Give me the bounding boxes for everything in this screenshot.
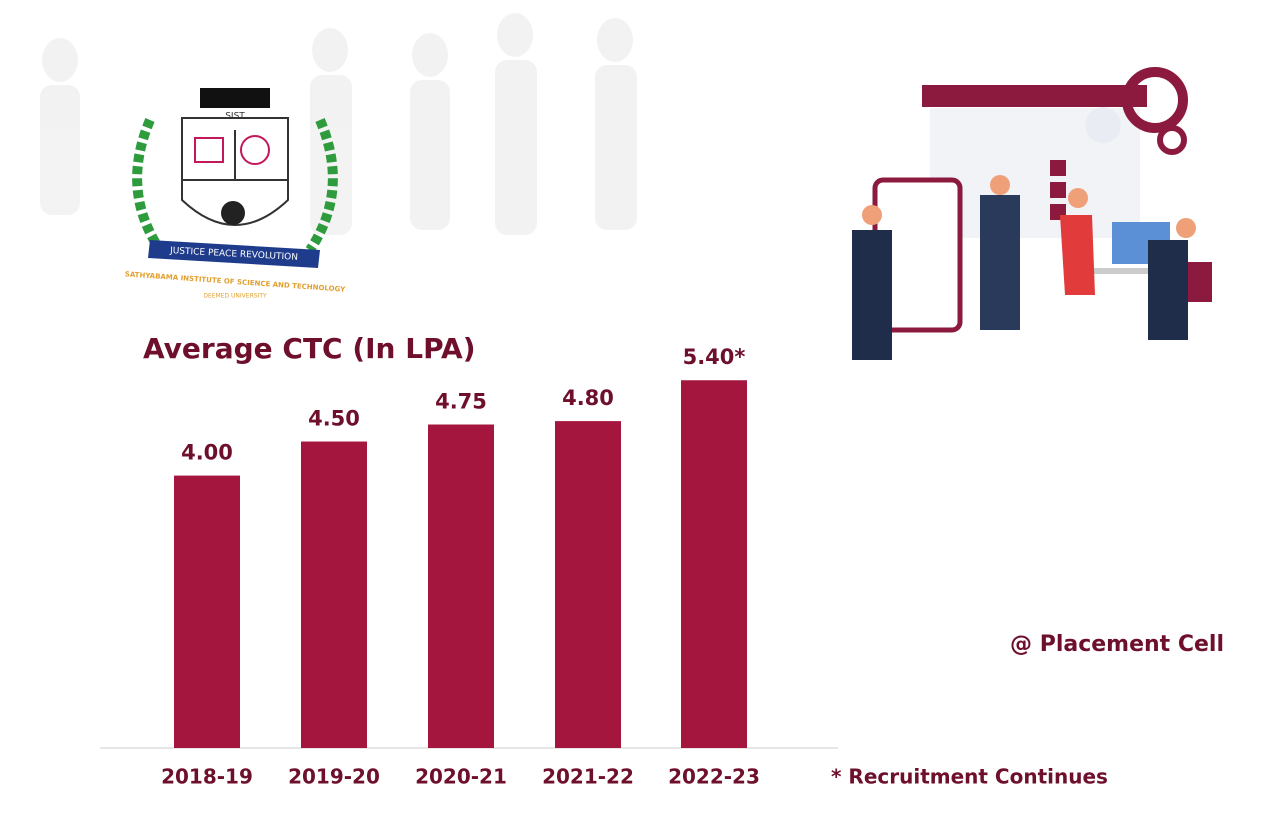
x-tick-label: 2021-22 bbox=[542, 765, 634, 789]
bar bbox=[555, 421, 621, 748]
bar bbox=[428, 424, 494, 748]
x-tick-label: 2019-20 bbox=[288, 765, 380, 789]
x-tick-label: 2022-23 bbox=[668, 765, 760, 789]
background-figures bbox=[40, 13, 637, 235]
x-tick-label: 2020-21 bbox=[415, 765, 507, 789]
value-label: 4.00 bbox=[181, 441, 233, 465]
note: * Recruitment Continues bbox=[831, 765, 1108, 789]
value-label: 5.40* bbox=[683, 345, 746, 369]
value-label: 4.80 bbox=[562, 386, 614, 410]
value-label: 4.75 bbox=[435, 390, 487, 414]
value-label: 4.50 bbox=[308, 407, 360, 431]
bar bbox=[174, 475, 240, 748]
source: @ Placement Cell bbox=[1010, 632, 1224, 657]
chart-title: Average CTC (In LPA) bbox=[143, 332, 476, 365]
logo-status: DEEMED UNIVERSITY bbox=[203, 293, 267, 300]
logo-abbr: SIST bbox=[225, 112, 245, 122]
illustration bbox=[852, 67, 1212, 360]
x-tick-label: 2018-19 bbox=[161, 765, 253, 789]
bar bbox=[301, 441, 367, 748]
bar bbox=[681, 380, 747, 748]
logo-name: SATHYABAMA INSTITUTE OF SCIENCE AND TECH… bbox=[125, 270, 347, 293]
